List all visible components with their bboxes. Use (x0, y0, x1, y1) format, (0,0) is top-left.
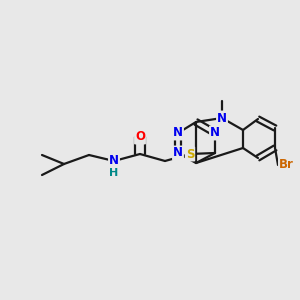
Text: N: N (173, 127, 183, 140)
Text: N: N (173, 146, 183, 160)
Text: Br: Br (279, 158, 294, 172)
Text: H: H (110, 168, 118, 178)
Text: N: N (210, 127, 220, 140)
Text: O: O (135, 130, 145, 143)
Text: N: N (217, 112, 227, 124)
Text: N: N (109, 154, 119, 167)
Text: S: S (186, 148, 194, 160)
